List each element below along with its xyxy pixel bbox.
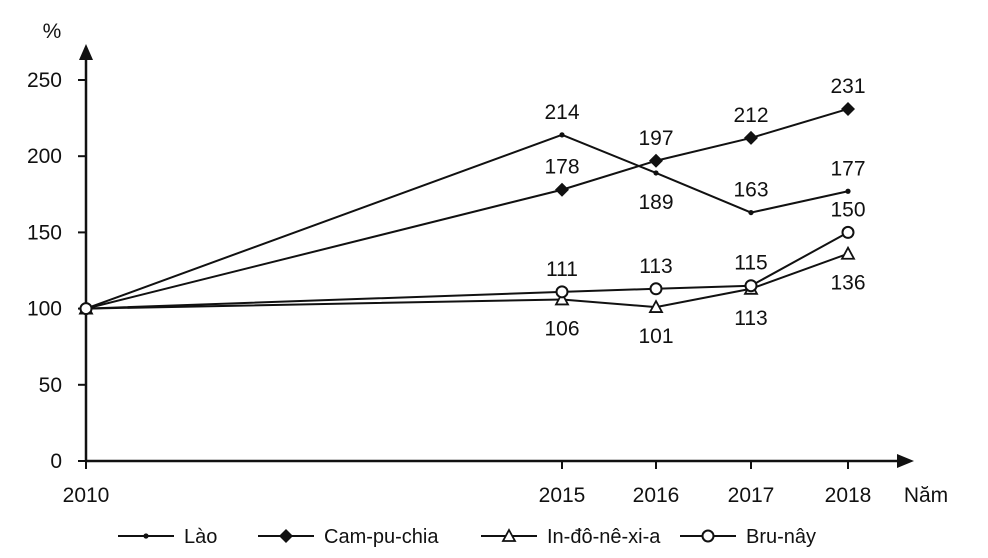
data-label: 178 bbox=[544, 156, 579, 179]
series-line bbox=[85, 133, 849, 310]
x-tick-label: 2015 bbox=[539, 484, 586, 507]
y-tick-label: 50 bbox=[39, 374, 62, 397]
data-label: 177 bbox=[830, 157, 865, 180]
data-label: 113 bbox=[734, 307, 767, 330]
data-label: 106 bbox=[544, 317, 579, 340]
data-point bbox=[841, 101, 855, 116]
y-axis-arrow bbox=[79, 44, 93, 60]
legend-label: Cam-pu-chia bbox=[324, 526, 439, 548]
data-point bbox=[653, 170, 659, 176]
data-label: 231 bbox=[830, 75, 865, 98]
y-axis-label: % bbox=[43, 20, 62, 43]
series-3 bbox=[79, 225, 855, 316]
data-label: 115 bbox=[734, 252, 767, 275]
series-1 bbox=[79, 101, 855, 316]
data-point bbox=[79, 302, 93, 316]
data-point bbox=[845, 188, 851, 194]
data-point bbox=[649, 282, 663, 296]
data-label: 197 bbox=[638, 127, 673, 150]
data-label: 150 bbox=[830, 198, 865, 221]
data-label: 189 bbox=[638, 191, 673, 214]
legend-marker bbox=[143, 533, 149, 539]
x-tick-label: 2016 bbox=[633, 484, 680, 507]
data-label: 214 bbox=[544, 101, 579, 124]
x-tick-label: 2017 bbox=[728, 484, 775, 507]
data-point bbox=[840, 245, 856, 260]
data-point bbox=[559, 132, 565, 138]
y-tick-label: 200 bbox=[27, 145, 62, 168]
data-point bbox=[555, 182, 569, 197]
data-point bbox=[744, 130, 758, 145]
data-label: 163 bbox=[733, 179, 768, 202]
series-layer bbox=[78, 101, 856, 316]
x-axis-arrow bbox=[897, 454, 914, 468]
x-tick-label: 2010 bbox=[63, 484, 110, 507]
legend-item-3: Bru-nây bbox=[680, 526, 816, 548]
x-axis-label: Năm bbox=[904, 484, 948, 507]
series-line bbox=[85, 107, 849, 310]
legend-item-0: Lào bbox=[118, 526, 217, 548]
data-point bbox=[649, 153, 663, 168]
x-tick-label: 2018 bbox=[825, 484, 872, 507]
legend-label: Bru-nây bbox=[746, 526, 816, 548]
legend: Lào Cam-pu-chia In-đô-nê-xi-a Bru-nây bbox=[118, 526, 816, 548]
data-point bbox=[554, 291, 570, 306]
data-label: 136 bbox=[830, 272, 865, 295]
legend-marker bbox=[501, 528, 517, 542]
data-point bbox=[841, 225, 855, 239]
data-label: 111 bbox=[546, 258, 578, 281]
y-tick-label: 150 bbox=[27, 221, 62, 244]
data-label: 113 bbox=[639, 255, 672, 278]
y-tick-label: 0 bbox=[50, 450, 62, 473]
data-point bbox=[648, 299, 664, 313]
y-tick-label: 100 bbox=[27, 298, 62, 321]
data-point bbox=[555, 285, 569, 299]
axes: 0 50 100 150 200 250% 2010 2015 2016 2017 2018 Năm bbox=[27, 20, 948, 507]
data-label: 212 bbox=[733, 104, 768, 127]
data-point bbox=[748, 209, 754, 216]
legend-label: In-đô-nê-xi-a bbox=[547, 526, 661, 548]
series-0 bbox=[83, 132, 851, 312]
y-tick-label: 250 bbox=[27, 69, 62, 92]
legend-marker bbox=[279, 529, 293, 543]
data-label: 101 bbox=[638, 325, 673, 348]
legend-item-1: Cam-pu-chia bbox=[258, 526, 439, 548]
legend-label: Lào bbox=[184, 526, 217, 548]
data-point bbox=[744, 279, 758, 293]
data-labels: 214 189 163 177 178 197 212 231 106 101 113 136 111 1… bbox=[544, 75, 865, 348]
legend-marker bbox=[701, 529, 715, 543]
legend-item-2: In-đô-nê-xi-a bbox=[481, 526, 661, 548]
